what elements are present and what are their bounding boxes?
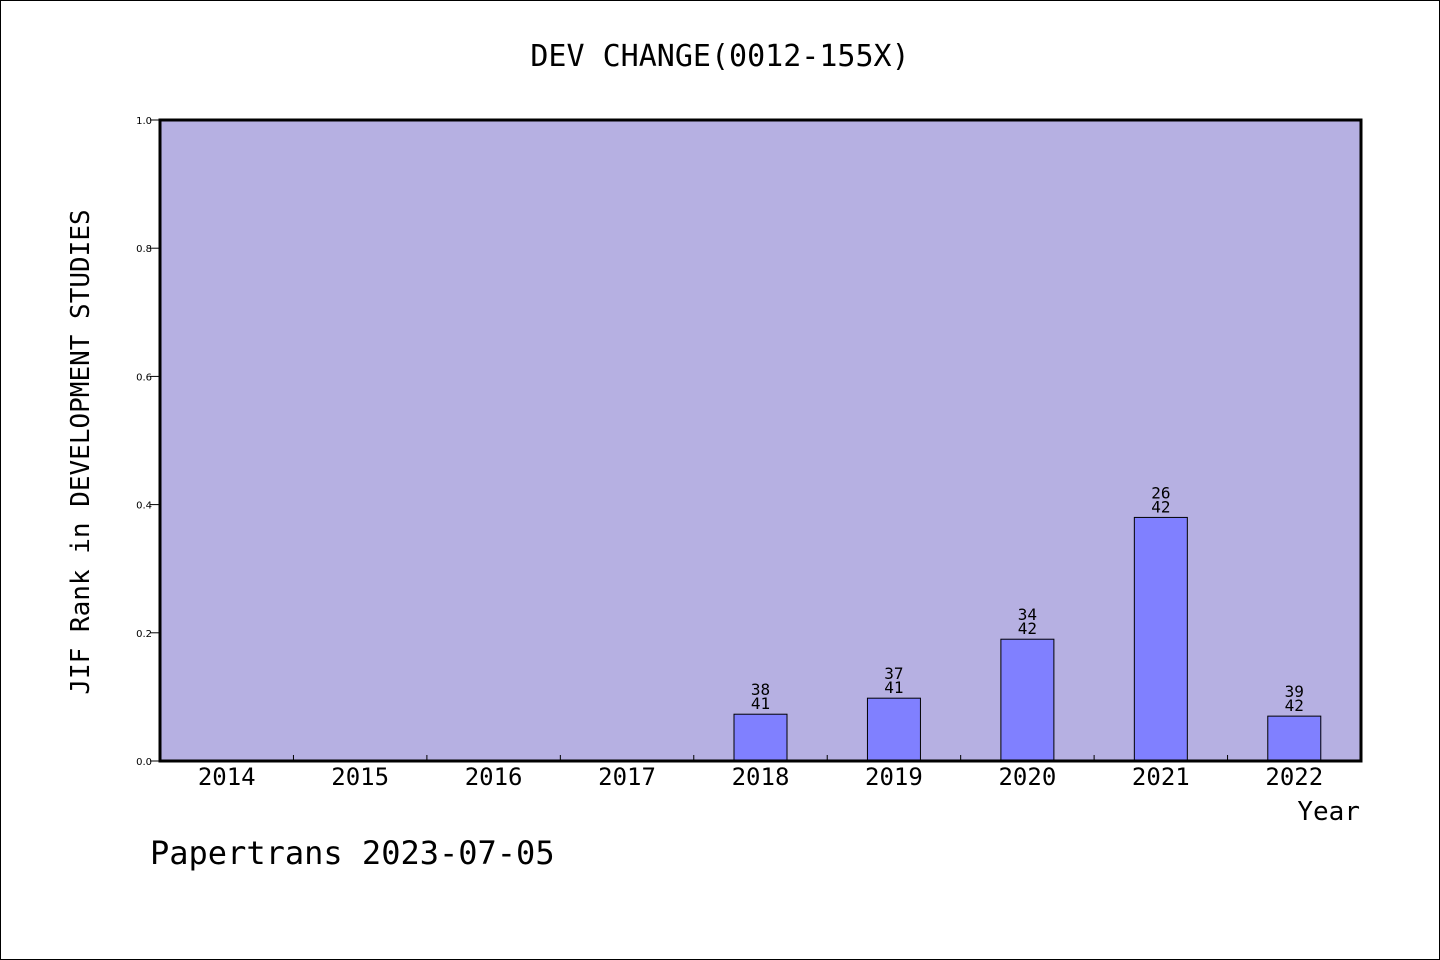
plot-border: [158, 118, 1363, 763]
y-tick-label-0.0: 0.0: [136, 757, 152, 768]
y-axis-label: JIF Rank in DEVELOPMENT STUDIES: [66, 209, 96, 694]
bar-total-label-2021: 42: [1151, 497, 1170, 516]
bar-total-label-2022: 42: [1285, 696, 1304, 715]
x-tick-label-2015: 2015: [331, 763, 389, 791]
bar-2020: [1000, 638, 1055, 762]
y-tick-label-0.8: 0.8: [136, 244, 152, 255]
x-tick-label-2018: 2018: [732, 763, 790, 791]
bar-rank-label-2018: 38: [751, 680, 770, 699]
bar-total-label-2018: 41: [751, 694, 770, 713]
y-axis-ticks: 0.0 0.2 0.4 0.6 0.8 1.0: [136, 116, 160, 768]
x-tick-label-2014: 2014: [198, 763, 256, 791]
y-tick-label-0.6: 0.6: [136, 372, 152, 383]
x-tick-label-2017: 2017: [598, 763, 656, 791]
watermark-text: Papertrans 2023-07-05: [150, 834, 555, 872]
x-tick-label-2021: 2021: [1132, 763, 1190, 791]
x-tick-label-2019: 2019: [865, 763, 923, 791]
bar-rank-label-2021: 26: [1151, 483, 1170, 502]
bar-rank-label-2019: 37: [884, 664, 903, 683]
x-tick-label-2016: 2016: [465, 763, 523, 791]
bar-2018: [733, 713, 788, 762]
bar-total-label-2019: 41: [884, 678, 903, 697]
y-tick-label-0.4: 0.4: [136, 501, 152, 512]
bar-total-label-2020: 42: [1018, 619, 1037, 638]
y-tick-label-1.0: 1.0: [136, 116, 152, 127]
x-axis-ticks: 2014 2015 2016 2017 2018 2019 2020 2021 2022: [198, 755, 1323, 791]
bar-2022: [1267, 715, 1322, 762]
chart-title: DEV CHANGE(0012-155X): [530, 39, 909, 74]
bar-2021: [1133, 516, 1188, 762]
bar-rank-label-2022: 39: [1285, 682, 1304, 701]
y-tick-label-0.2: 0.2: [136, 629, 152, 640]
bar-2019: [866, 697, 921, 762]
x-tick-label-2022: 2022: [1265, 763, 1323, 791]
x-tick-label-2020: 2020: [998, 763, 1056, 791]
x-axis-label: Year: [1297, 797, 1360, 827]
bar-rank-label-2020: 34: [1018, 605, 1037, 624]
bars-group: [733, 516, 1322, 762]
